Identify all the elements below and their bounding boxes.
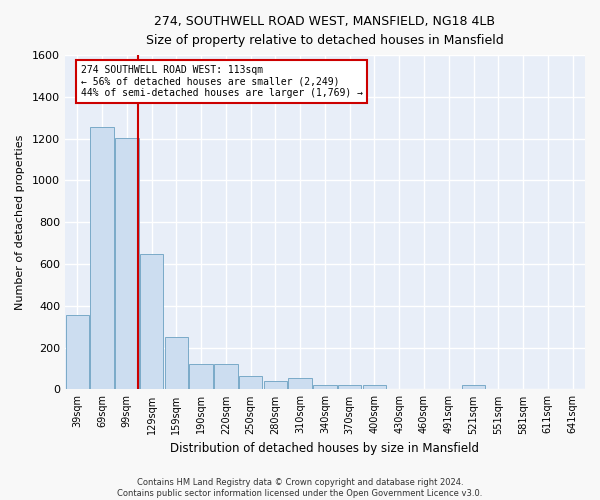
- Text: 274 SOUTHWELL ROAD WEST: 113sqm
← 56% of detached houses are smaller (2,249)
44%: 274 SOUTHWELL ROAD WEST: 113sqm ← 56% of…: [80, 65, 362, 98]
- Bar: [190, 364, 213, 390]
- Bar: [91, 127, 114, 390]
- Bar: [115, 138, 139, 390]
- Title: 274, SOUTHWELL ROAD WEST, MANSFIELD, NG18 4LB
Size of property relative to detac: 274, SOUTHWELL ROAD WEST, MANSFIELD, NG1…: [146, 15, 504, 47]
- Bar: [363, 386, 386, 390]
- Bar: [462, 386, 485, 390]
- Bar: [289, 378, 312, 390]
- Bar: [263, 381, 287, 390]
- Bar: [313, 386, 337, 390]
- X-axis label: Distribution of detached houses by size in Mansfield: Distribution of detached houses by size …: [170, 442, 479, 455]
- Bar: [214, 364, 238, 390]
- Bar: [65, 316, 89, 390]
- Bar: [338, 386, 361, 390]
- Y-axis label: Number of detached properties: Number of detached properties: [15, 134, 25, 310]
- Bar: [140, 254, 163, 390]
- Text: Contains HM Land Registry data © Crown copyright and database right 2024.
Contai: Contains HM Land Registry data © Crown c…: [118, 478, 482, 498]
- Bar: [239, 376, 262, 390]
- Bar: [164, 337, 188, 390]
